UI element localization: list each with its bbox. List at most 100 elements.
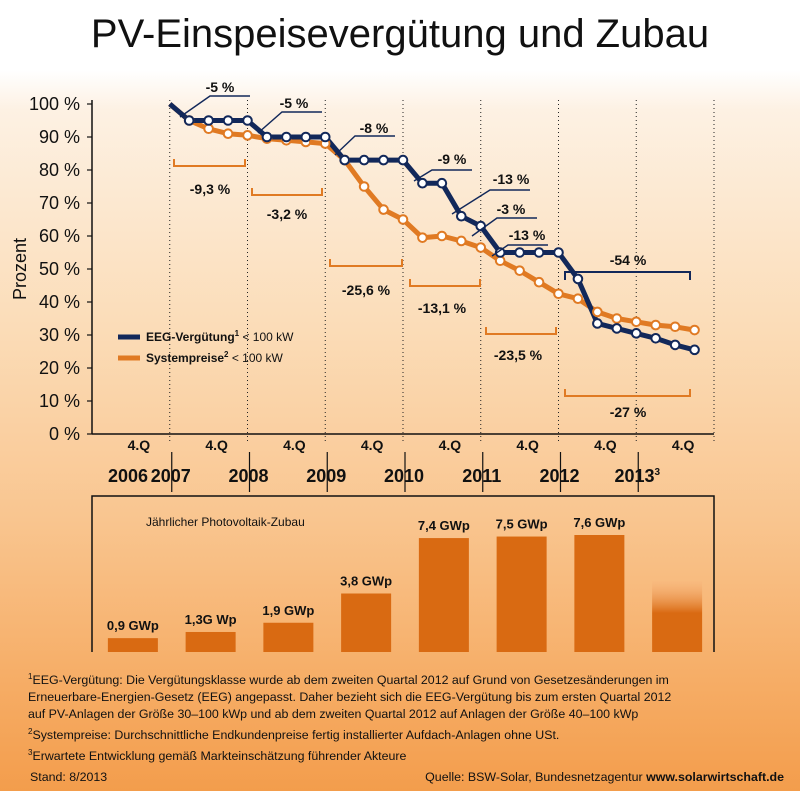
footnote-1-line-2: Erneuerbare-Energien-Gesetz (EEG) angepa…: [28, 690, 672, 705]
data-point: [553, 288, 564, 300]
bar-label-2006: 0,9 GWp: [107, 618, 159, 633]
footnote-2-line-1: Systempreise: Durchschnittliche Endkunde…: [32, 728, 560, 743]
footnote-3-line-1: Erwartete Entwicklung gemäß Markteinschä…: [32, 749, 407, 764]
bar-chart-title: Jährlicher Photovoltaik-Zubau: [146, 515, 305, 529]
callout-line: [491, 244, 548, 257]
y-tick-label: 70 %: [39, 193, 80, 213]
data-point: [222, 115, 234, 126]
quarter-tick-label: 4.Q: [594, 437, 617, 453]
legend-label-system: Systempreise2 < 100 kW: [146, 350, 284, 365]
data-point: [261, 131, 273, 143]
line-chart: 0 % 10 % 20 % 30 % 40 % 50 % 60 % 70 % 80 % 90 % 1…: [10, 79, 715, 492]
year-label-2013: 20133: [614, 466, 660, 486]
data-point: [533, 276, 545, 288]
data-point: [358, 154, 370, 166]
y-tick-label: 10 %: [39, 391, 80, 411]
footnote-3: 3Erwartete Entwicklung gemäß Markteinsch…: [28, 744, 788, 765]
bracket-system: [329, 259, 403, 267]
data-point: [436, 177, 448, 189]
footnote-3-marker: 3: [28, 748, 33, 758]
annotation-system-12: -23,5 %: [494, 347, 543, 363]
data-point: [630, 316, 642, 328]
data-point: [630, 328, 642, 339]
y-tick-label: 20 %: [39, 358, 80, 378]
annotation-eeg-1: -5 %: [280, 95, 309, 111]
data-point: [514, 265, 525, 276]
data-point: [650, 319, 661, 331]
series-line-system: [168, 102, 696, 333]
data-point: [475, 242, 487, 253]
quarter-tick-label: 4.Q: [128, 437, 151, 453]
series-line-eeg: [168, 102, 696, 353]
annotation-eeg-4: -13 %: [493, 171, 530, 187]
bar-label-2011: 7,5 GWp: [496, 517, 548, 532]
bar-label-2009: 3,8 GWp: [340, 574, 392, 589]
bracket-system: [564, 389, 691, 397]
annotation-system-9: -3,2 %: [267, 206, 308, 222]
chart-area: 0 % 10 % 20 % 30 % 40 % 50 % 60 % 70 % 80 % 90 % 1…: [10, 79, 715, 652]
data-point: [183, 115, 195, 126]
year-label-2006: 2006: [108, 466, 148, 486]
data-point: [378, 204, 389, 215]
bar-label-2007: 1,3G Wp: [185, 612, 237, 627]
data-point: [689, 324, 700, 336]
bracket-eeg-2012: [564, 271, 691, 280]
bar-label-2008: 1,9 GWp: [262, 603, 314, 618]
y-axis-title: Prozent: [10, 238, 30, 300]
page-title: PV-Einspeisevergütung und Zubau: [90, 12, 710, 56]
bar-chart: Jährlicher Photovoltaik-Zubau 0,9 GWp 1,3G…: [91, 495, 715, 652]
footnote-1-line-1: EEG-Vergütung: Die Vergütungsklasse wurd…: [32, 673, 669, 688]
data-point: [611, 323, 623, 334]
y-tick-label: 100 %: [29, 94, 80, 114]
quarter-tick-label: 4.Q: [283, 437, 306, 453]
footnote-1-cont2: auf PV-Anlagen der Größe 30–100 kWp und …: [28, 706, 788, 723]
website-link[interactable]: www.solarwirtschaft.de: [646, 770, 784, 784]
annotation-eeg-3: -9 %: [438, 151, 467, 167]
data-point: [611, 313, 623, 324]
data-point: [339, 154, 350, 166]
y-tick-label: 90 %: [39, 127, 80, 147]
data-point: [281, 131, 292, 143]
annotation-eeg-2: -8 %: [360, 120, 389, 136]
footnote-2: 2Systempreise: Durchschnittliche Endkund…: [28, 723, 788, 744]
quarter-tick-label: 4.Q: [205, 437, 228, 453]
quarter-tick-label: 4.Q: [516, 437, 539, 453]
data-point: [572, 293, 584, 305]
quarter-tick-label: 4.Q: [439, 437, 462, 453]
bar-frame: [91, 495, 715, 652]
footnote-1: 1EEG-Vergütung: Die Vergütungsklasse wur…: [28, 668, 788, 689]
annotation-system-13: -27 %: [610, 404, 647, 420]
annotation-eeg-6: -13 %: [509, 227, 546, 243]
data-point: [436, 230, 448, 242]
callout-line: [334, 135, 395, 156]
bar-label-2010: 7,4 GWp: [418, 518, 470, 533]
bar-2011: [496, 536, 547, 652]
data-point: [592, 306, 603, 318]
quarter-tick-label: 4.Q: [361, 437, 384, 453]
callout-line: [257, 111, 322, 134]
quarter-tick-label: 4.Q: [672, 437, 695, 453]
data-point: [572, 273, 584, 285]
y-tick-label: 0 %: [49, 424, 80, 444]
year-label-2010: 2010: [384, 466, 424, 486]
annotation-eeg-7: -54 %: [610, 252, 647, 268]
footnote-2-marker: 2: [28, 727, 33, 737]
callout-line: [179, 95, 250, 118]
data-point: [669, 339, 681, 351]
data-point: [203, 115, 214, 126]
callout-line: [451, 189, 530, 215]
year-label-2011: 2011: [462, 466, 501, 486]
data-point: [592, 318, 603, 329]
callout-line: [471, 217, 537, 237]
footnote-1-line-3: auf PV-Anlagen der Größe 30–100 kWp und …: [28, 707, 639, 722]
data-point: [242, 115, 253, 126]
y-tick-label: 40 %: [39, 292, 80, 312]
annotation-system-8: -9,3 %: [190, 181, 231, 197]
data-point: [456, 235, 467, 247]
annotation-eeg-0: -5 %: [206, 79, 235, 95]
data-point: [514, 247, 525, 258]
bracket-system: [409, 279, 481, 287]
legend-size-class: < 100 kW: [229, 351, 284, 365]
data-point: [417, 177, 428, 189]
legend-footnote-marker: 2: [224, 350, 229, 359]
